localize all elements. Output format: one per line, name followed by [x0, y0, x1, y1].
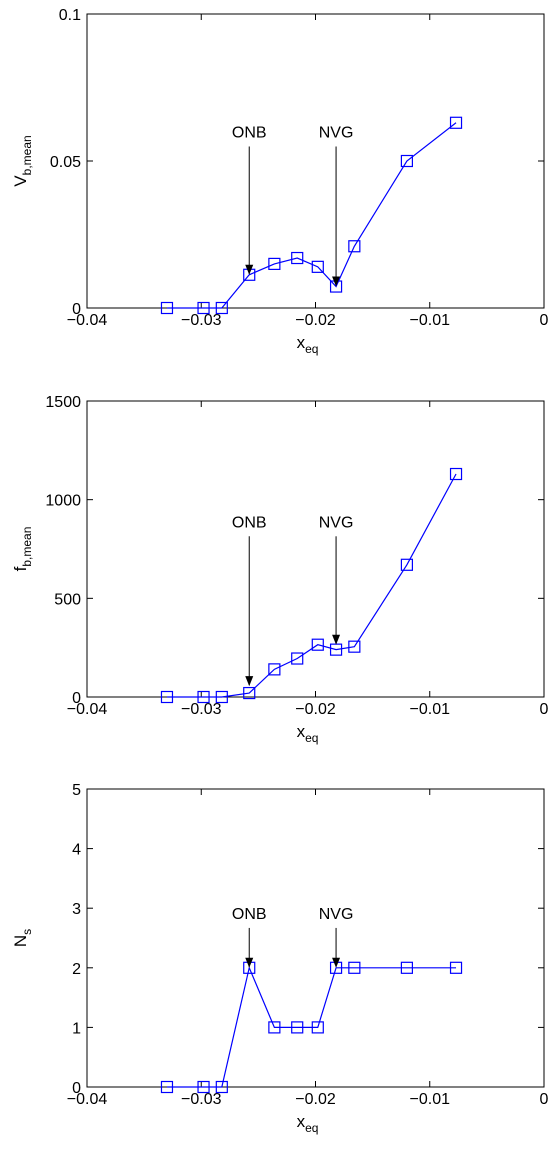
- chart-panel-1: −0.04 −0.03 −0.02 −0.01 0 0 0.05 0.1 xeq Vb,mean O…: [11, 7, 549, 356]
- x-tick-label: −0.01: [410, 312, 451, 329]
- x-axis-label-sub: eq: [305, 1121, 318, 1135]
- x-tick-label: −0.03: [181, 1091, 222, 1108]
- x-tick-label: 0: [540, 701, 549, 718]
- data-point-marker: [243, 686, 256, 700]
- y-axis-label-main: f: [11, 566, 30, 571]
- data-point-marker: [197, 1080, 210, 1094]
- data-point-marker: [215, 1080, 228, 1094]
- annotation-arrow-head: [332, 276, 341, 287]
- data-point-marker: [400, 558, 413, 571]
- data-point-marker: [449, 116, 463, 129]
- y-tick-label: 4: [72, 842, 81, 859]
- chart-panel-3: −0.04 −0.03 −0.02 −0.01 0 0 1 2 3 4 5 xeq Ns ONB NVG: [11, 782, 549, 1135]
- annotation-arrow-head: [332, 957, 341, 968]
- annotation-arrow-head: [245, 676, 254, 687]
- data-point-marker: [291, 251, 304, 265]
- x-tick-label: −0.03: [181, 701, 222, 718]
- data-point-marker: [291, 1021, 304, 1034]
- x-tick-label: 0: [540, 312, 549, 329]
- x-tick-label: −0.02: [295, 312, 336, 329]
- x-axis-label-main: x: [297, 1112, 306, 1131]
- x-tick-label: −0.04: [67, 312, 108, 329]
- y-axis-label-main: V: [11, 175, 30, 187]
- data-point-marker: [215, 690, 228, 704]
- data-point-marker: [400, 154, 413, 168]
- data-point-marker: [160, 1080, 174, 1094]
- data-point-marker: [449, 467, 463, 481]
- x-tick-label: −0.01: [410, 1091, 451, 1108]
- x-axis-label: xeq: [297, 722, 319, 745]
- y-axis-label: Ns: [11, 929, 34, 947]
- x-tick-label: −0.03: [181, 312, 222, 329]
- y-axis-label: Vb,mean: [11, 135, 34, 186]
- annotation-label: ONB: [232, 124, 267, 141]
- x-axis-label-sub: eq: [305, 342, 318, 356]
- y-tick-label: 1500: [45, 394, 81, 411]
- data-point-marker: [311, 1021, 324, 1034]
- data-point-marker: [348, 961, 361, 974]
- annotation-label: NVG: [319, 124, 354, 141]
- y-tick-label: 2: [72, 961, 81, 978]
- y-axis-label-sub: s: [20, 929, 34, 935]
- y-axis-label: fb,mean: [11, 527, 34, 572]
- annotation-arrow-head: [245, 264, 254, 275]
- annotation-arrow-head: [332, 634, 341, 645]
- x-tick-label: −0.01: [410, 701, 451, 718]
- x-axis-label-sub: eq: [305, 731, 318, 745]
- data-point-marker: [268, 663, 281, 676]
- data-point-marker: [400, 961, 413, 974]
- annotation-label: NVG: [319, 906, 354, 923]
- series-line: [166, 122, 457, 309]
- plot-frame: [86, 788, 545, 1088]
- y-tick-label: 0: [72, 1080, 81, 1097]
- y-tick-label: 0: [72, 690, 81, 707]
- y-tick-label: 1000: [45, 493, 81, 510]
- y-tick-label: 0: [72, 301, 81, 318]
- x-tick-label: 0: [540, 1091, 549, 1108]
- data-point-marker: [160, 690, 174, 704]
- data-point-marker: [268, 1021, 281, 1034]
- data-point-marker: [311, 260, 324, 273]
- y-tick-label: 3: [72, 901, 81, 918]
- x-axis-label-main: x: [297, 722, 306, 741]
- series-line: [166, 965, 457, 1088]
- x-tick-label: −0.04: [67, 701, 108, 718]
- series-line: [166, 473, 457, 698]
- y-axis-label-sub: b,mean: [20, 527, 34, 567]
- data-point-marker: [160, 301, 174, 315]
- y-tick-label: 5: [72, 782, 81, 799]
- x-axis-label-main: x: [297, 333, 306, 352]
- x-axis-label: xeq: [297, 333, 319, 356]
- data-point-marker: [197, 301, 210, 315]
- y-tick-label: 500: [54, 591, 81, 608]
- annotation-label: ONB: [232, 514, 267, 531]
- x-axis-label: xeq: [297, 1112, 319, 1135]
- data-point-marker: [291, 652, 304, 665]
- annotation-label: ONB: [232, 906, 267, 923]
- x-tick-label: −0.02: [295, 1091, 336, 1108]
- y-axis-label-main: N: [11, 935, 30, 947]
- y-tick-label: 0.05: [50, 154, 81, 171]
- plot-frame: [86, 13, 545, 309]
- data-point-marker: [449, 961, 463, 974]
- y-tick-label: 1: [72, 1020, 81, 1037]
- data-point-marker: [348, 640, 361, 653]
- x-tick-label: −0.04: [67, 1091, 108, 1108]
- data-point-marker: [197, 690, 210, 704]
- data-point-marker: [311, 638, 324, 651]
- chart-panel-2: −0.04 −0.03 −0.02 −0.01 0 0 500 1000 1500 xeq fb,m…: [11, 394, 549, 745]
- data-point-marker: [348, 240, 361, 253]
- data-point-marker: [268, 257, 281, 270]
- x-tick-label: −0.02: [295, 701, 336, 718]
- y-tick-label: 0.1: [59, 7, 81, 24]
- annotation-arrow-head: [245, 957, 254, 968]
- annotation-label: NVG: [319, 514, 354, 531]
- data-point-marker: [215, 301, 228, 315]
- plot-frame: [86, 400, 545, 698]
- y-axis-label-sub: b,mean: [20, 135, 34, 175]
